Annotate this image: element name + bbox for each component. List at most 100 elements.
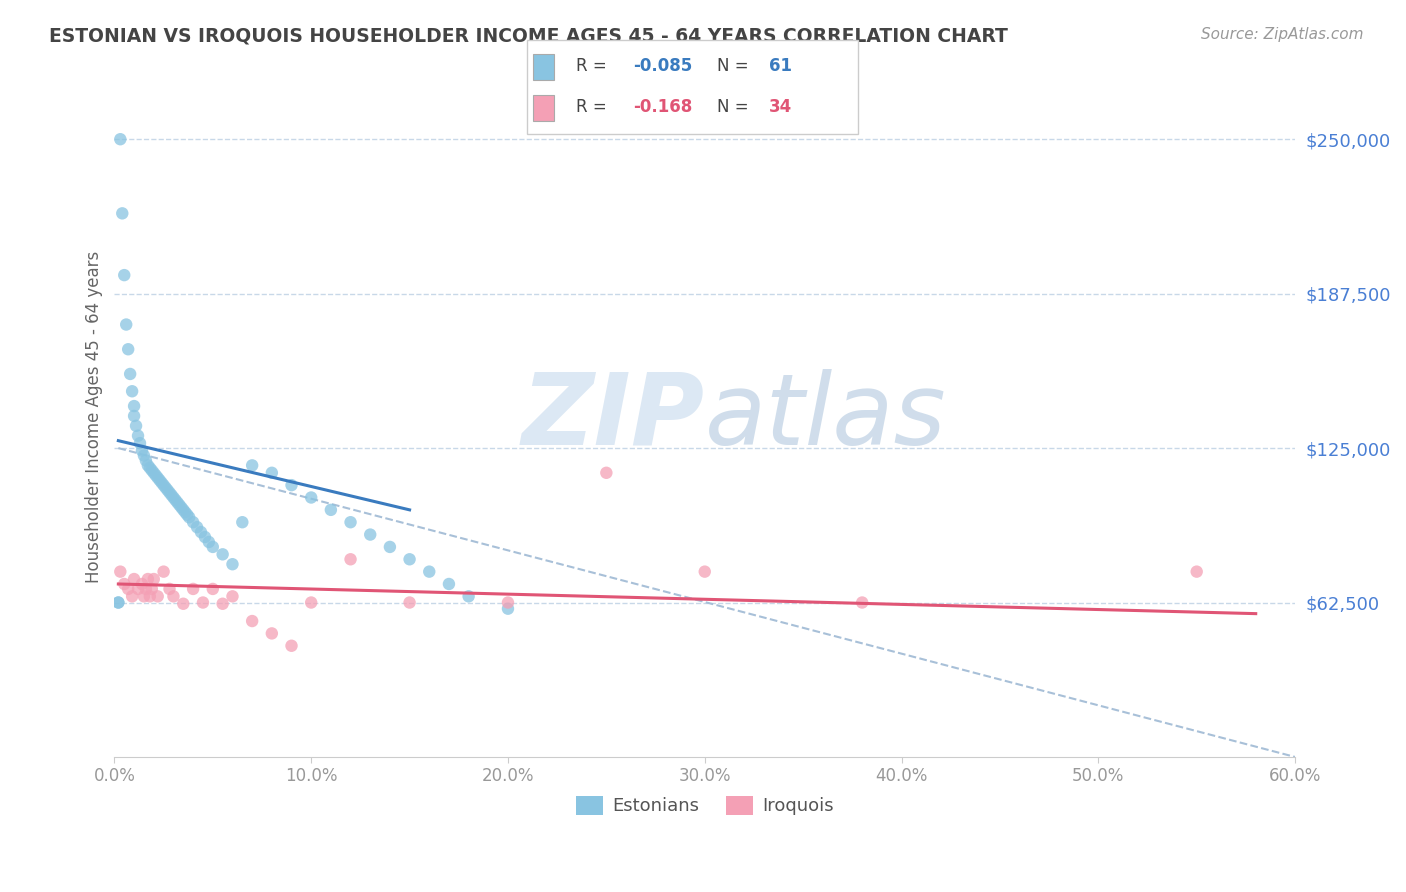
Point: [107, 595, 129, 609]
Point: [159, 582, 181, 596]
Point: [122, 399, 145, 413]
Point: [221, 558, 243, 572]
Point: [132, 590, 155, 604]
Point: [496, 595, 519, 609]
Point: [851, 595, 873, 609]
Point: [319, 503, 342, 517]
Point: [110, 565, 132, 579]
Point: [165, 493, 187, 508]
Point: [155, 481, 177, 495]
Point: [111, 206, 134, 220]
Point: [179, 510, 201, 524]
Point: [125, 418, 148, 433]
Text: N =: N =: [717, 57, 748, 75]
Point: [136, 458, 159, 473]
Point: [198, 535, 221, 549]
Legend: Estonians, Iroquois: Estonians, Iroquois: [568, 789, 841, 822]
Point: [117, 343, 139, 357]
Point: [170, 500, 193, 515]
Point: [299, 595, 322, 609]
Point: [132, 449, 155, 463]
Point: [437, 577, 460, 591]
Text: -0.168: -0.168: [633, 98, 692, 116]
Point: [398, 552, 420, 566]
Point: [121, 384, 143, 399]
Point: [131, 443, 153, 458]
Point: [191, 595, 214, 609]
Point: [149, 473, 172, 487]
Point: [135, 582, 157, 596]
Point: [141, 582, 163, 596]
Point: [280, 639, 302, 653]
Point: [280, 478, 302, 492]
Point: [162, 491, 184, 505]
Point: [595, 466, 617, 480]
Point: [418, 565, 440, 579]
Point: [141, 463, 163, 477]
Point: [693, 565, 716, 579]
Point: [146, 590, 169, 604]
Point: [162, 590, 184, 604]
Point: [120, 367, 142, 381]
Point: [122, 409, 145, 423]
Point: [152, 565, 174, 579]
Point: [299, 491, 322, 505]
Text: 61: 61: [769, 57, 792, 75]
Point: [194, 530, 217, 544]
Point: [172, 503, 194, 517]
Point: [211, 547, 233, 561]
Text: ZIP: ZIP: [522, 368, 704, 466]
Point: [112, 577, 135, 591]
Point: [378, 540, 401, 554]
Point: [159, 485, 181, 500]
Point: [142, 572, 165, 586]
Point: [139, 590, 162, 604]
Point: [131, 577, 153, 591]
Point: [129, 436, 152, 450]
Point: [136, 572, 159, 586]
Point: [112, 268, 135, 282]
Point: [181, 515, 204, 529]
Point: [146, 471, 169, 485]
Point: [115, 318, 138, 332]
Point: [166, 495, 188, 509]
Text: N =: N =: [717, 98, 748, 116]
Text: -0.085: -0.085: [633, 57, 692, 75]
Point: [142, 466, 165, 480]
Point: [127, 428, 149, 442]
Point: [181, 582, 204, 596]
Point: [231, 515, 253, 529]
Point: [496, 601, 519, 615]
Y-axis label: Householder Income Ages 45 - 64 years: Householder Income Ages 45 - 64 years: [86, 251, 103, 583]
Point: [156, 483, 179, 497]
Point: [221, 590, 243, 604]
Point: [160, 488, 183, 502]
Point: [110, 132, 132, 146]
Point: [260, 626, 283, 640]
Text: atlas: atlas: [704, 368, 946, 466]
Point: [150, 475, 173, 490]
Point: [107, 595, 129, 609]
Point: [201, 582, 224, 596]
Point: [122, 572, 145, 586]
Point: [174, 505, 197, 519]
Point: [186, 520, 208, 534]
Point: [127, 582, 149, 596]
Point: [211, 597, 233, 611]
Point: [201, 540, 224, 554]
Point: [152, 478, 174, 492]
Text: R =: R =: [576, 98, 607, 116]
Point: [176, 508, 198, 522]
Point: [398, 595, 420, 609]
Point: [169, 498, 191, 512]
Text: 34: 34: [769, 98, 793, 116]
Point: [139, 460, 162, 475]
Text: R =: R =: [576, 57, 607, 75]
Point: [135, 453, 157, 467]
Point: [240, 614, 263, 628]
Point: [1185, 565, 1208, 579]
Point: [339, 515, 361, 529]
Point: [339, 552, 361, 566]
Point: [457, 590, 479, 604]
Point: [117, 582, 139, 596]
